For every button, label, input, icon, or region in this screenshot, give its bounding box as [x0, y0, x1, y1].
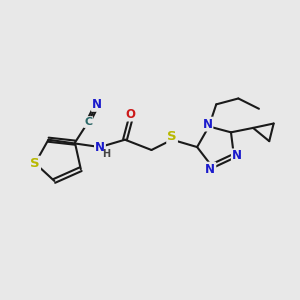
Text: S: S [30, 157, 40, 170]
Text: N: N [206, 163, 215, 176]
Text: S: S [167, 130, 177, 143]
Text: H: H [102, 148, 110, 158]
Text: N: N [92, 98, 102, 111]
Text: N: N [232, 149, 242, 162]
Text: O: O [126, 108, 136, 121]
Text: N: N [95, 141, 105, 154]
Text: N: N [202, 118, 212, 130]
Text: C: C [84, 117, 92, 127]
